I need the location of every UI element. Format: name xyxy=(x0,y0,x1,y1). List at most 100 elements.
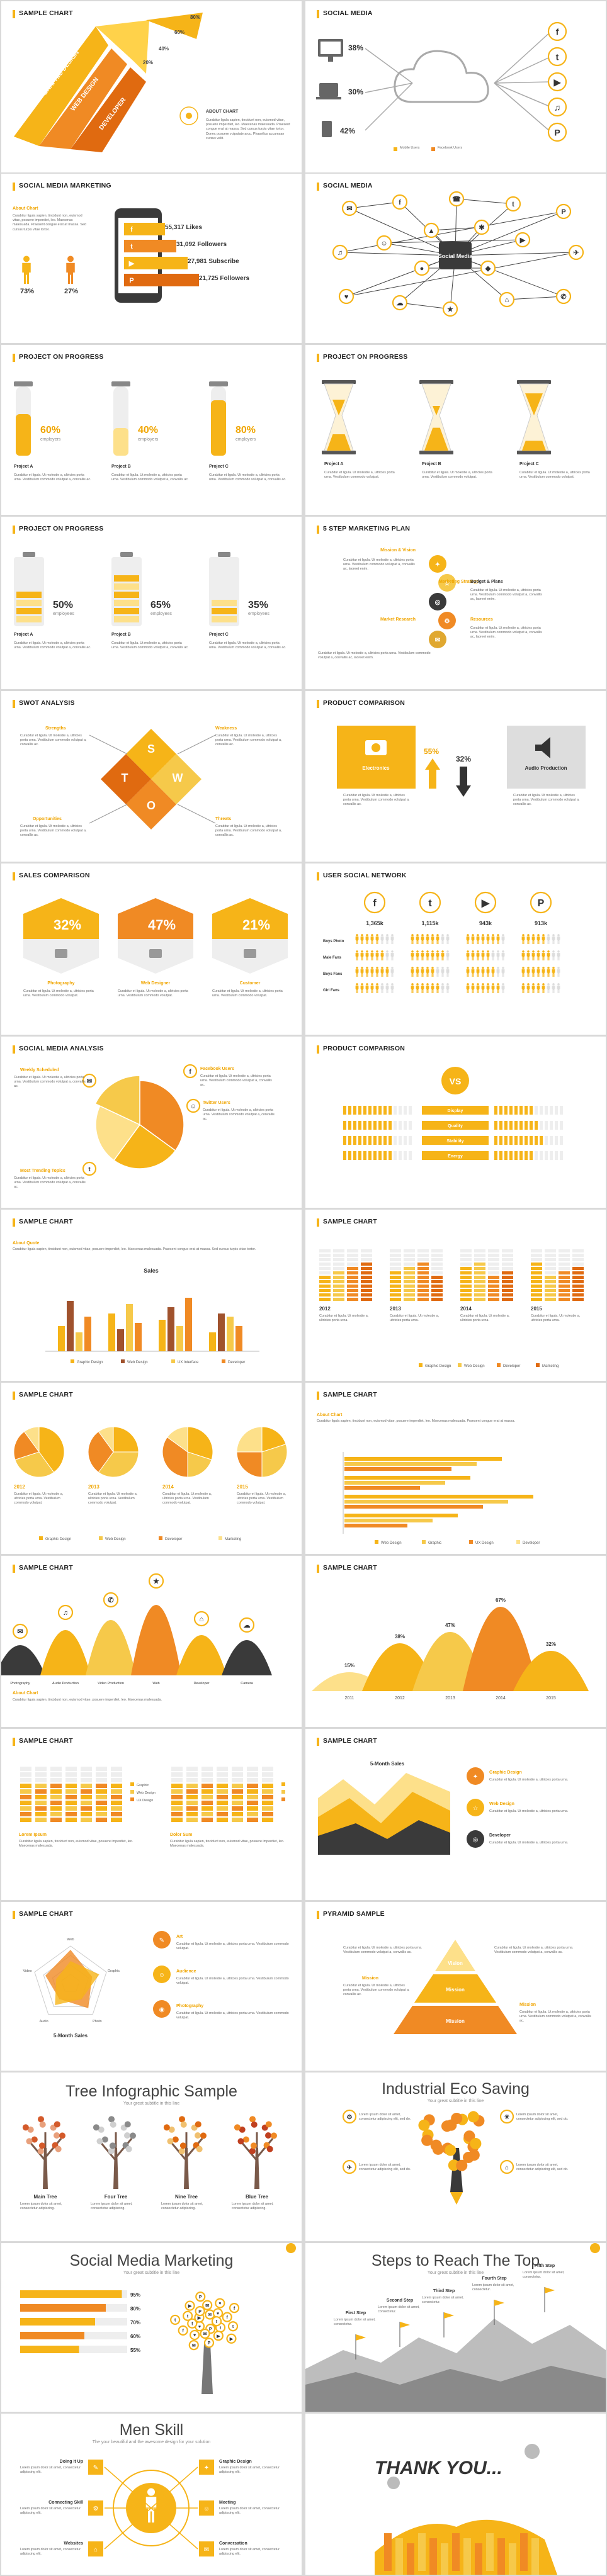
slide-title: SAMPLE CHART xyxy=(323,1391,377,1398)
people-icon xyxy=(502,934,504,936)
stack-cell xyxy=(474,1271,485,1274)
body-text: Lorem ipsum dolor sit amet, consectetur … xyxy=(20,2507,81,2516)
network-line xyxy=(455,252,577,256)
slide-15: SAMPLE CHART Sales Graphic Design Web Desig… xyxy=(1,1210,302,1381)
tree-leaf xyxy=(109,2142,116,2149)
stack-cell xyxy=(502,1267,513,1270)
tree-branch xyxy=(28,2141,47,2161)
people-icon-body xyxy=(471,969,475,977)
bar-mark xyxy=(117,1329,124,1351)
tube-cap xyxy=(111,381,130,386)
cloud-icon xyxy=(387,2477,400,2489)
people-icon xyxy=(482,934,484,936)
step-label: Marketing Strategy xyxy=(438,580,479,584)
tree-leaf xyxy=(249,2116,256,2123)
comparison-tick xyxy=(555,1136,558,1145)
stack-cell xyxy=(545,1276,556,1279)
legend-label: UX Design xyxy=(475,1541,494,1545)
analysis-icon-glyph: ✉ xyxy=(87,1078,92,1085)
comparison-tick xyxy=(399,1121,402,1130)
stack-cell xyxy=(50,1812,62,1816)
tube-cap xyxy=(14,381,33,386)
group-label: 2012 xyxy=(319,1306,331,1312)
connector-line xyxy=(494,56,552,84)
people-icon-body xyxy=(491,936,495,944)
people-icon xyxy=(472,950,474,953)
stack-cell xyxy=(96,1795,107,1799)
stack-cell xyxy=(347,1285,358,1288)
social-tree-icon xyxy=(215,2298,225,2309)
people-icon-body xyxy=(370,936,374,944)
people-icon xyxy=(467,950,469,953)
tree-branch xyxy=(240,2141,258,2161)
stack-cell xyxy=(531,1276,542,1279)
title-accent xyxy=(317,1218,319,1227)
comparison-tick xyxy=(383,1151,387,1160)
slide-title: Steps to Reach The Top xyxy=(371,2252,540,2269)
comparison-tick xyxy=(504,1151,508,1160)
stack-cell xyxy=(201,1818,213,1822)
analysis-icon-glyph: f xyxy=(189,1069,191,1076)
stack-cell xyxy=(319,1293,331,1296)
stack-cell xyxy=(247,1818,258,1822)
slide-21: SAMPLE CHART Graphic Web Design UX Design Lo… xyxy=(1,1729,302,1900)
network-line xyxy=(455,211,564,256)
battery-cap xyxy=(218,552,230,557)
stack-cell xyxy=(20,1818,31,1822)
stack-cell xyxy=(390,1285,401,1288)
stack-cell xyxy=(247,1812,258,1816)
center-box xyxy=(439,242,472,269)
title-accent xyxy=(13,1218,15,1227)
radar-area xyxy=(55,1961,99,2005)
pie-slice xyxy=(187,1426,213,1460)
stack-cell xyxy=(217,1784,228,1788)
stack-cell xyxy=(572,1263,584,1266)
people-icon-body xyxy=(385,936,389,944)
tree-leaf xyxy=(237,2138,244,2145)
social-tree-icon-glyph: t xyxy=(216,2320,218,2324)
radar-axis-label: Web xyxy=(67,1938,74,1942)
people-icon-body xyxy=(441,953,445,960)
legend-label: UX Interface xyxy=(178,1361,199,1364)
people-icon xyxy=(492,967,494,969)
stack-cell xyxy=(262,1818,273,1822)
comparison-tick xyxy=(394,1121,397,1130)
stack-cell xyxy=(319,1298,331,1301)
people-icon xyxy=(386,967,389,969)
stack-cell xyxy=(361,1254,372,1257)
stack-cell xyxy=(81,1767,92,1771)
item-icon xyxy=(467,1767,484,1785)
people-icon-body xyxy=(426,953,429,960)
stack-cell xyxy=(545,1293,556,1296)
comparison-tick xyxy=(389,1151,392,1160)
slide-27: 95%80%70%60%55%ft▶P✉♥ft▶P✉♥ft▶P✉♥ft▶P✉♥f… xyxy=(1,2243,302,2412)
slide-title: SAMPLE CHART xyxy=(19,1564,73,1572)
stack-cell xyxy=(531,1289,542,1292)
eco-leaf xyxy=(441,2120,453,2132)
network-node-icon xyxy=(338,288,355,305)
body-text: Curabitur et ligula. Ut molestie a, ultr… xyxy=(14,1076,86,1089)
stack-cell xyxy=(404,1267,415,1270)
comparison-tick xyxy=(343,1121,346,1130)
people-icon-body xyxy=(385,969,389,977)
stack-cell xyxy=(347,1276,358,1279)
social-tree-icon xyxy=(184,2300,195,2311)
people-icon xyxy=(411,934,414,936)
title-accent xyxy=(317,1738,319,1746)
body-text: Curabitur et ligula. Ut molestie a, ultr… xyxy=(215,734,282,747)
body-text: Lorem ipsum dolor sit amet, consectetur. xyxy=(334,2318,376,2327)
progress-fill xyxy=(20,2332,84,2339)
stack-cell xyxy=(417,1254,429,1257)
body-text: Curabitur et ligula. Ut molestie a, ultr… xyxy=(14,1176,86,1190)
comparison-tick xyxy=(409,1151,412,1160)
analysis-icon xyxy=(183,1064,198,1079)
tree-branch xyxy=(99,2141,117,2161)
connector-line xyxy=(494,81,552,84)
eco-leaf xyxy=(432,2143,444,2155)
stack-cell xyxy=(333,1249,344,1252)
cloud-icon xyxy=(525,2444,540,2459)
title-accent xyxy=(13,1738,15,1746)
tree-leaf xyxy=(54,2132,60,2139)
battery-cell xyxy=(16,616,42,622)
